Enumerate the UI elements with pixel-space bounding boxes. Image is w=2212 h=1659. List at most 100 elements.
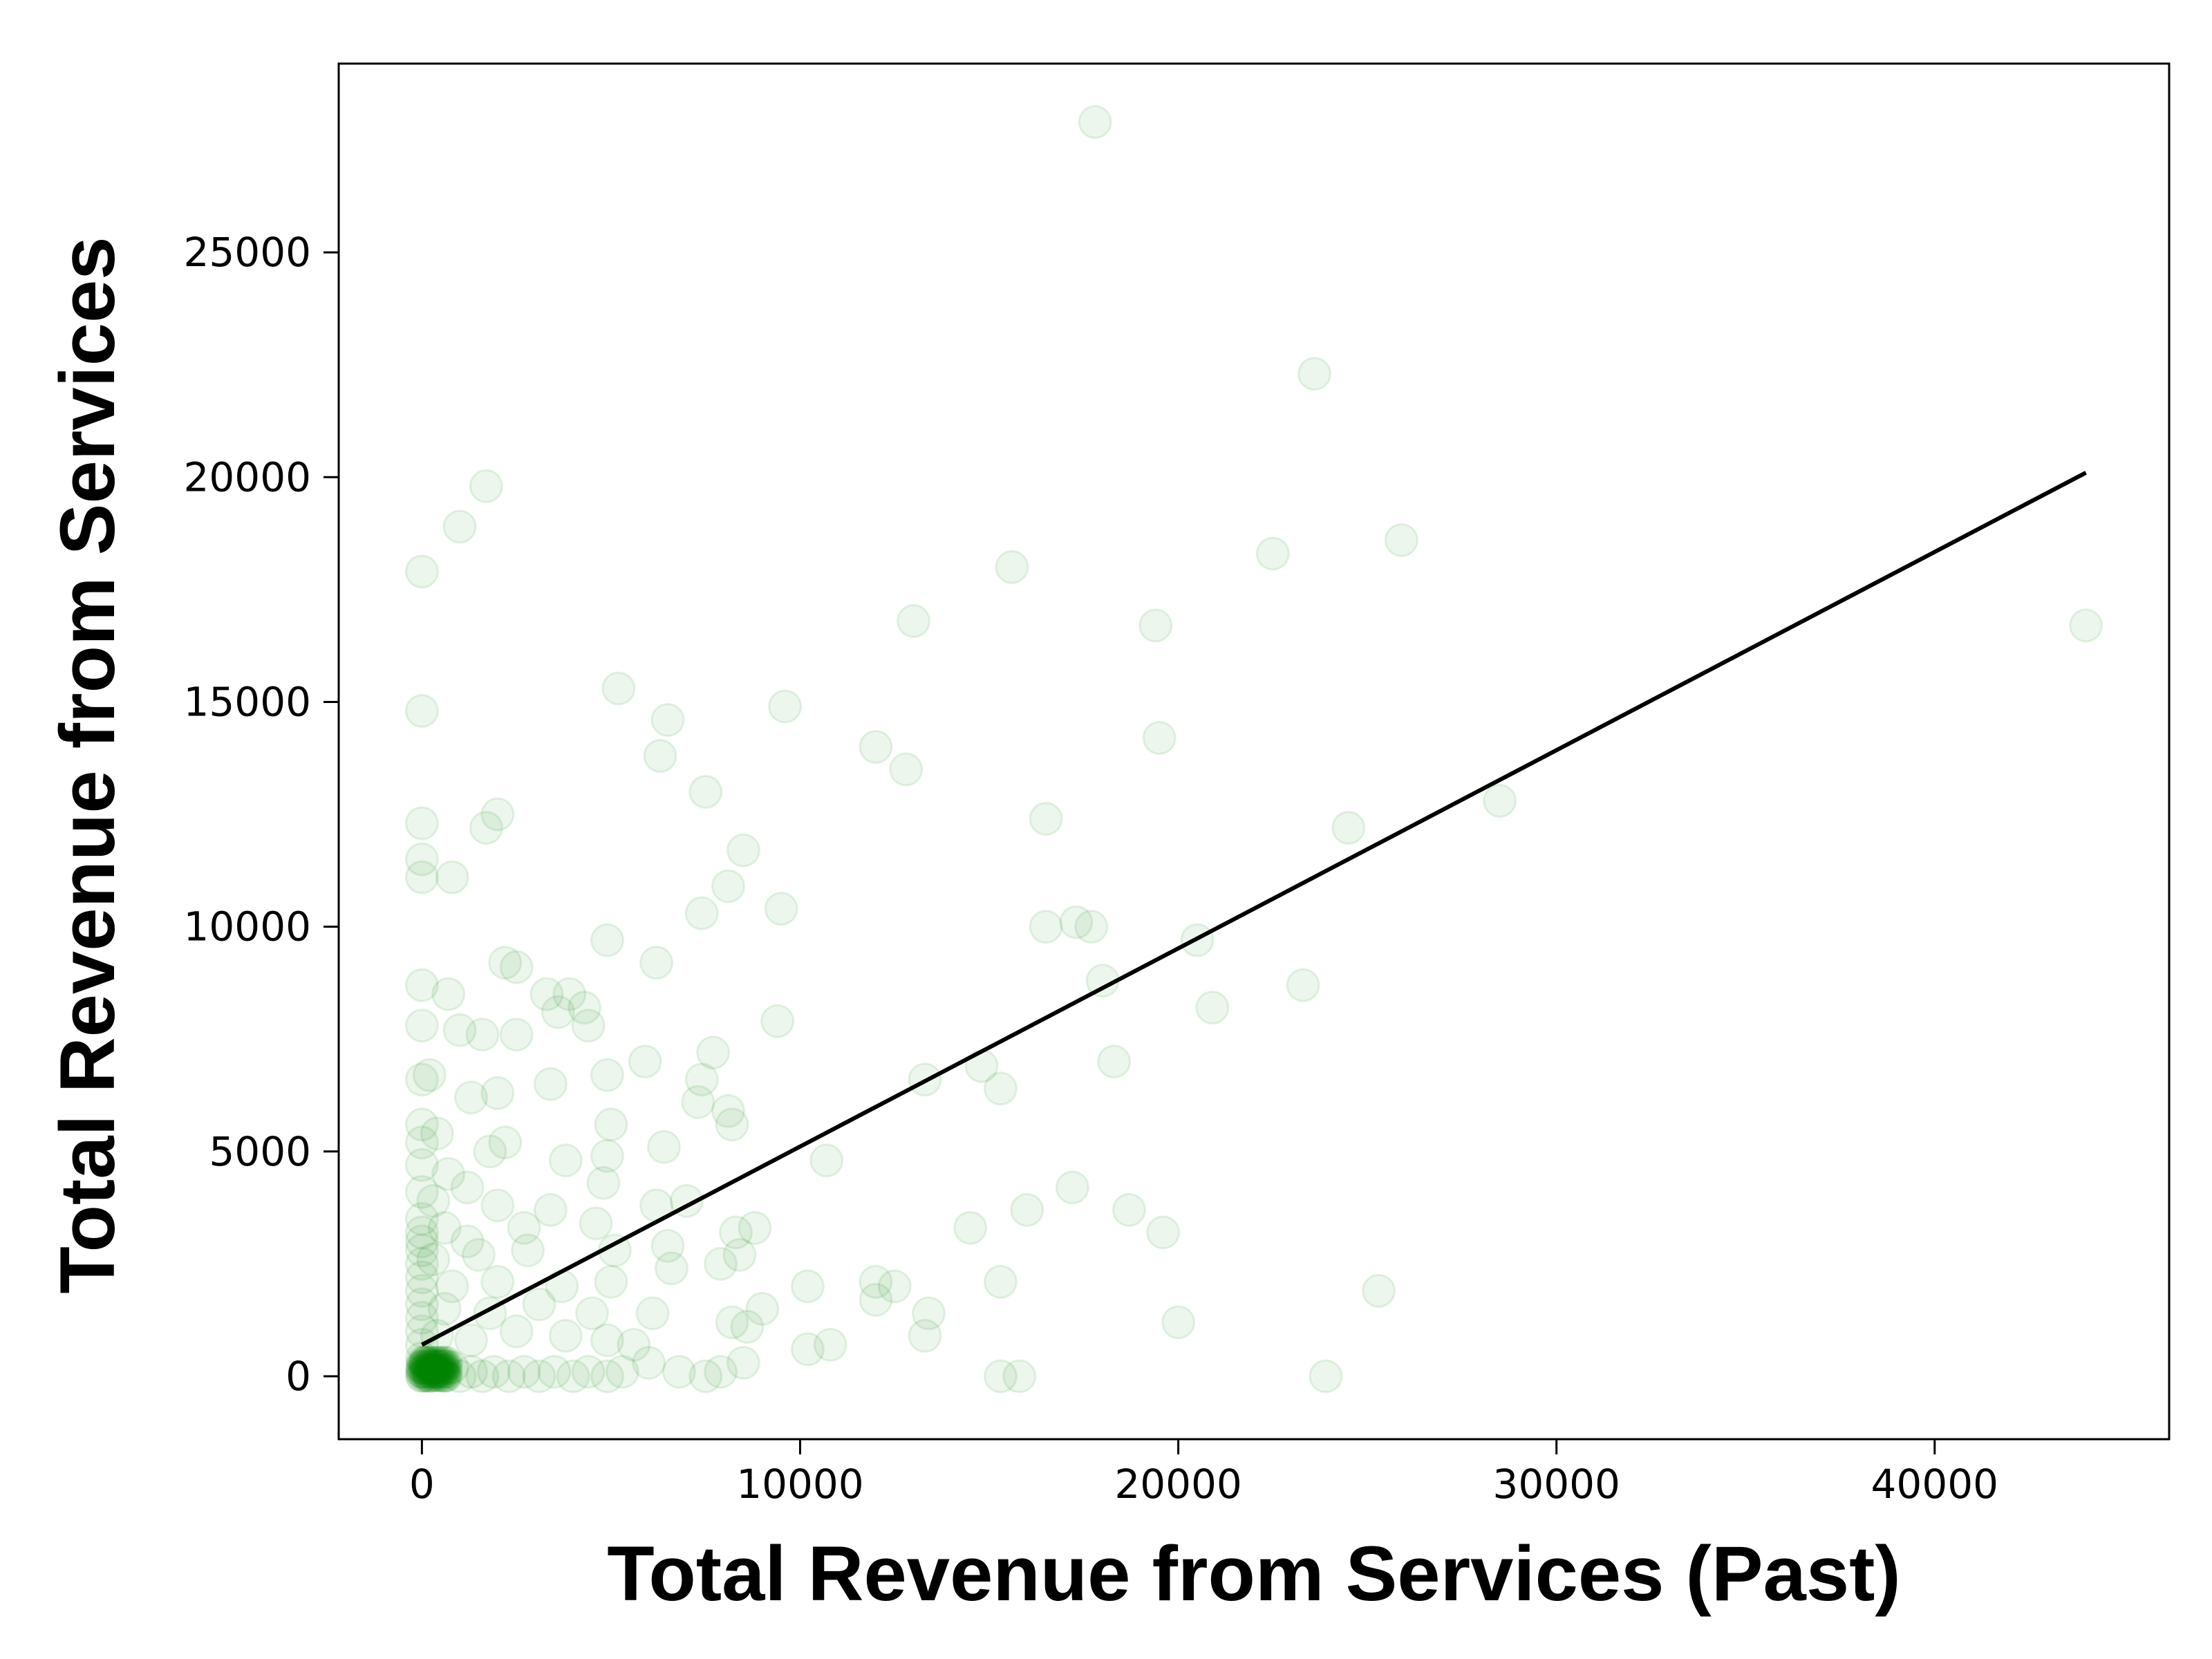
data-point xyxy=(431,1349,463,1382)
data-point xyxy=(1029,910,1063,944)
data-point xyxy=(431,1346,463,1378)
data-point xyxy=(431,1156,466,1191)
data-point xyxy=(859,729,893,764)
data-point xyxy=(450,1224,485,1259)
data-point xyxy=(465,1359,500,1394)
scatter-points xyxy=(404,105,2103,1394)
data-point xyxy=(417,1356,449,1389)
y-axis-title: Total Revenue from Services xyxy=(44,236,131,1293)
data-point xyxy=(507,1354,541,1389)
data-point xyxy=(406,1360,438,1392)
data-point xyxy=(1059,905,1094,939)
x-tick-label: 40000 xyxy=(1871,1461,1999,1508)
data-point xyxy=(424,1349,456,1382)
data-point xyxy=(491,1359,526,1394)
y-tick-label: 25000 xyxy=(183,229,311,276)
data-point xyxy=(488,946,523,980)
data-point xyxy=(426,1360,458,1392)
y-tick-label: 20000 xyxy=(183,453,311,500)
data-point xyxy=(415,1349,447,1382)
data-point xyxy=(424,1346,456,1378)
data-point xyxy=(718,1215,753,1250)
data-point xyxy=(889,752,924,787)
data-point xyxy=(410,1356,442,1389)
data-point xyxy=(417,1353,449,1385)
data-point xyxy=(412,1058,447,1092)
data-point xyxy=(594,1107,628,1142)
data-point xyxy=(688,1359,723,1394)
data-point xyxy=(426,1346,458,1378)
data-point xyxy=(415,1356,447,1389)
data-point xyxy=(404,1341,439,1376)
data-point xyxy=(628,1044,662,1079)
data-point xyxy=(1483,784,1517,818)
data-point xyxy=(764,892,798,926)
data-point xyxy=(1161,1305,1196,1340)
data-point xyxy=(413,1356,445,1389)
data-point xyxy=(404,806,439,841)
data-point xyxy=(529,977,564,1011)
data-point xyxy=(469,469,503,503)
data-point xyxy=(522,1287,556,1322)
data-point xyxy=(404,1246,439,1281)
data-point xyxy=(1097,1044,1132,1079)
data-point xyxy=(453,1323,488,1358)
data-point xyxy=(507,1210,541,1245)
data-point xyxy=(404,1125,439,1160)
data-point xyxy=(1010,1192,1044,1227)
data-point xyxy=(420,1116,454,1151)
data-point xyxy=(654,1251,688,1286)
data-point xyxy=(480,1264,515,1299)
data-point xyxy=(568,991,602,1025)
data-point xyxy=(413,1353,445,1385)
data-point xyxy=(813,1327,847,1362)
data-point xyxy=(552,977,587,1011)
data-point xyxy=(571,1354,606,1389)
data-point xyxy=(422,1346,454,1378)
data-point xyxy=(404,1233,439,1268)
data-point xyxy=(424,1360,456,1392)
data-point xyxy=(453,1354,488,1389)
data-point xyxy=(605,1354,639,1389)
data-point xyxy=(681,1085,715,1119)
y-tick-label: 5000 xyxy=(209,1128,311,1175)
data-point xyxy=(442,1359,477,1394)
trend-line xyxy=(420,471,2088,1347)
data-point xyxy=(404,1300,439,1335)
data-point xyxy=(404,860,439,894)
data-point xyxy=(897,603,931,638)
data-point xyxy=(420,1349,452,1382)
data-point xyxy=(726,833,760,868)
data-point xyxy=(404,1062,439,1097)
data-point xyxy=(431,1360,463,1392)
data-point xyxy=(429,1360,461,1392)
data-point xyxy=(1331,811,1366,845)
data-point xyxy=(617,1327,651,1362)
data-point xyxy=(571,1009,606,1043)
data-point xyxy=(404,693,439,728)
data-point xyxy=(404,1354,439,1389)
data-point xyxy=(704,1246,738,1281)
data-point xyxy=(420,1353,452,1385)
data-point xyxy=(406,1349,438,1382)
data-point xyxy=(408,1353,440,1385)
data-point xyxy=(579,1206,613,1241)
data-point xyxy=(416,1183,451,1218)
data-point xyxy=(461,1237,496,1272)
data-point xyxy=(413,1360,445,1392)
data-point xyxy=(404,1174,439,1209)
data-point xyxy=(420,1356,452,1389)
data-point xyxy=(408,1346,440,1378)
data-point xyxy=(711,869,746,903)
data-point xyxy=(415,1353,447,1385)
data-point xyxy=(722,1237,757,1272)
data-point xyxy=(431,977,466,1011)
data-point xyxy=(877,1269,912,1304)
data-point xyxy=(417,1360,449,1392)
data-point xyxy=(650,702,685,737)
data-point xyxy=(1297,357,1332,391)
data-point xyxy=(408,1356,440,1389)
data-point xyxy=(790,1332,825,1367)
data-point xyxy=(409,1345,443,1380)
